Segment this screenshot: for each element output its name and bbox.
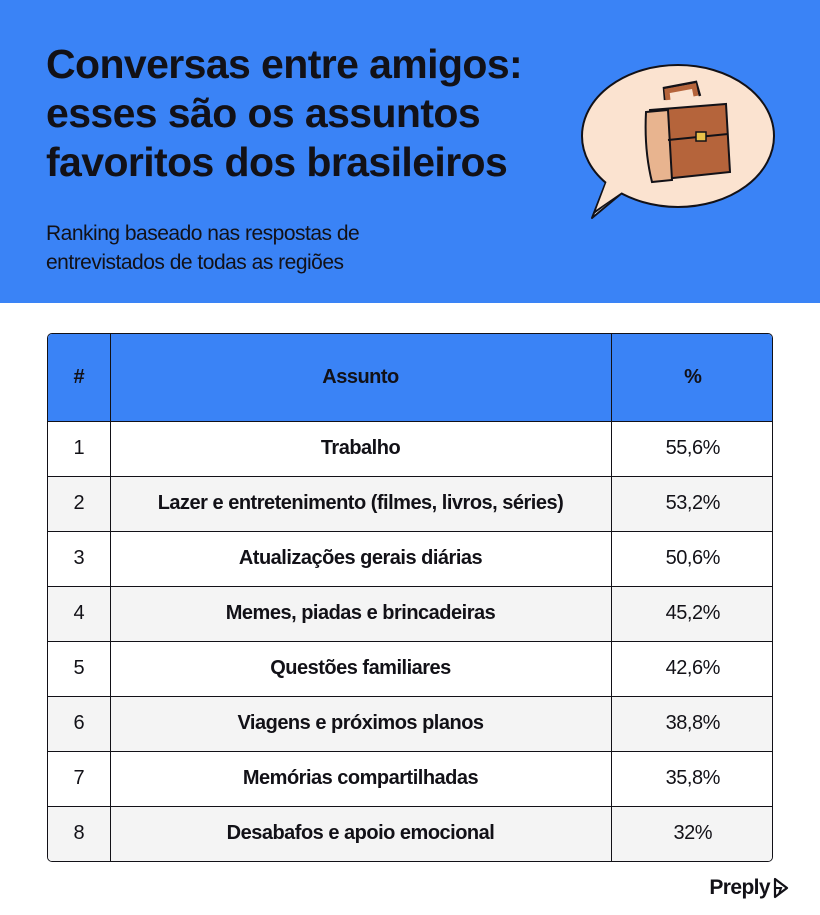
percent-cell: 55,6% bbox=[611, 421, 772, 477]
preply-logo-icon bbox=[773, 877, 789, 899]
topic-cell: Atualizações gerais diárias bbox=[110, 531, 612, 587]
topic-cell: Trabalho bbox=[110, 421, 612, 477]
brand-name: Preply bbox=[709, 876, 770, 899]
title-line: Conversas entre amigos: bbox=[46, 41, 523, 87]
topic-cell: Memes, piadas e brincadeiras bbox=[110, 586, 612, 642]
page-title: Conversas entre amigos: esses são os ass… bbox=[46, 40, 566, 187]
percent-cell: 35,8% bbox=[611, 751, 772, 807]
briefcase-speech-bubble-icon bbox=[581, 64, 775, 219]
column-header-topic: Assunto bbox=[110, 334, 612, 422]
table-row: 4 Memes, piadas e brincadeiras 45,2% bbox=[48, 586, 772, 642]
page-subtitle: Ranking baseado nas respostas de entrevi… bbox=[46, 219, 466, 277]
rank-cell: 1 bbox=[48, 421, 111, 477]
title-line: favoritos dos brasileiros bbox=[46, 139, 508, 185]
percent-cell: 45,2% bbox=[611, 586, 772, 642]
percent-cell: 53,2% bbox=[611, 476, 772, 532]
table-row: 7 Memórias compartilhadas 35,8% bbox=[48, 751, 772, 807]
rank-cell: 6 bbox=[48, 696, 111, 752]
column-header-rank: # bbox=[48, 334, 111, 422]
rank-cell: 4 bbox=[48, 586, 111, 642]
table-row: 5 Questões familiares 42,6% bbox=[48, 641, 772, 697]
rank-cell: 7 bbox=[48, 751, 111, 807]
table-row: 2 Lazer e entretenimento (filmes, livros… bbox=[48, 476, 772, 532]
table-row: 3 Atualizações gerais diárias 50,6% bbox=[48, 531, 772, 587]
brand-logo[interactable]: Preply bbox=[709, 876, 790, 900]
table-header-row: # Assunto % bbox=[48, 334, 772, 422]
subtitle-line: entrevistados de todas as regiões bbox=[46, 251, 344, 274]
ranking-table: # Assunto % 1 Trabalho 55,6% 2 Lazer e e… bbox=[47, 333, 773, 862]
percent-cell: 42,6% bbox=[611, 641, 772, 697]
percent-cell: 32% bbox=[673, 822, 713, 845]
rank-cell: 5 bbox=[48, 641, 111, 697]
column-header-percent: % bbox=[611, 334, 772, 422]
percent-cell: 38,8% bbox=[611, 696, 772, 752]
topic-cell: Questões familiares bbox=[110, 641, 612, 697]
header-banner: Conversas entre amigos: esses são os ass… bbox=[0, 0, 820, 303]
subtitle-line: Ranking baseado nas respostas de bbox=[46, 222, 360, 245]
briefcase-icon bbox=[644, 80, 732, 184]
title-line: esses são os assuntos bbox=[46, 90, 481, 136]
rank-cell: 2 bbox=[48, 476, 111, 532]
topic-cell: Lazer e entretenimento (filmes, livros, … bbox=[110, 476, 612, 532]
rank-cell: 8 bbox=[48, 806, 111, 861]
rank-cell: 3 bbox=[48, 531, 111, 587]
topic-cell: Viagens e próximos planos bbox=[110, 696, 612, 752]
table-row: 1 Trabalho 55,6% bbox=[48, 421, 772, 477]
topic-cell: Desabafos e apoio emocional bbox=[110, 806, 612, 861]
percent-cell: 50,6% bbox=[611, 531, 772, 587]
table-row: 8 Desabafos e apoio emocional 32% bbox=[48, 806, 772, 861]
table-row: 6 Viagens e próximos planos 38,8% bbox=[48, 696, 772, 752]
topic-cell: Memórias compartilhadas bbox=[110, 751, 612, 807]
